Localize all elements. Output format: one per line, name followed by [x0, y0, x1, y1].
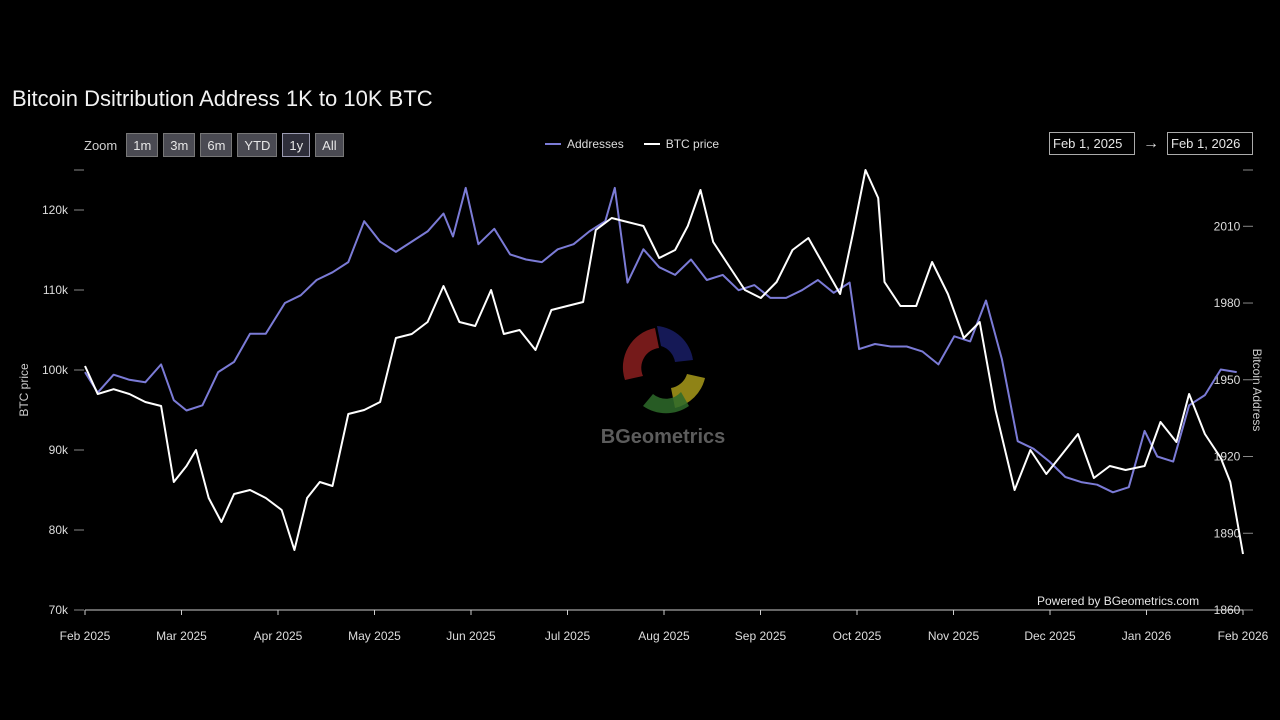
x-tick-label: May 2025 — [348, 629, 401, 643]
y-left-tick-label: 100k — [42, 363, 69, 377]
y-left-tick-label: 80k — [49, 523, 69, 537]
zoom-6m-button[interactable]: 6m — [200, 133, 233, 157]
range-arrow: → — [1143, 134, 1159, 152]
zoom-all-button[interactable]: All — [315, 133, 344, 157]
x-tick-label: Jan 2026 — [1122, 629, 1172, 643]
series-layer — [84, 169, 1244, 555]
legend-item-addresses[interactable]: Addresses — [545, 137, 624, 151]
date-range-selector: → — [1049, 132, 1253, 155]
y-axis-left: 70k 80k 90k 100k 110k 120k — [42, 169, 84, 617]
y-left-tick-label: 120k — [42, 203, 69, 217]
y-left-tick-label: 110k — [43, 283, 69, 297]
series-line-btc-price[interactable] — [84, 169, 1244, 555]
watermark-text: BGeometrics — [601, 426, 726, 448]
zoom-1m-button[interactable]: 1m — [126, 133, 159, 157]
y-right-tick-label: 1920 — [1214, 450, 1241, 464]
chart-title: Bitcoin Dsitribution Address 1K to 10K B… — [12, 86, 433, 111]
y-right-tick-label: 1950 — [1214, 373, 1241, 387]
legend-label-btc-price: BTC price — [665, 137, 720, 151]
range-to-input[interactable] — [1167, 132, 1253, 155]
watermark-logo: BGeometrics — [601, 326, 726, 448]
x-tick-label: Feb 2025 — [60, 629, 111, 643]
range-from-input[interactable] — [1049, 132, 1135, 155]
zoom-ytd-button[interactable]: YTD — [237, 133, 278, 157]
zoom-3m-button[interactable]: 3m — [163, 133, 196, 157]
y-right-tick-label: 1890 — [1214, 526, 1241, 540]
watermark-logo-blue-arc — [657, 326, 693, 362]
y-right-tick-label: 1980 — [1214, 296, 1241, 310]
zoom-1y-button[interactable]: 1y — [282, 133, 311, 157]
y-right-tick-label: 1860 — [1214, 603, 1241, 617]
x-tick-label: Aug 2025 — [638, 629, 690, 643]
y-axis-right-title: Bitcoin Address — [1250, 349, 1264, 432]
x-tick-label: Mar 2025 — [156, 629, 207, 643]
x-tick-label: Oct 2025 — [833, 629, 882, 643]
y-right-tick-label: 2010 — [1214, 219, 1241, 233]
x-axis-ticks: Feb 2025 Mar 2025 Apr 2025 May 2025 Jun 2025… — [60, 610, 1269, 643]
x-tick-label: Jun 2025 — [446, 629, 496, 643]
legend: Addresses BTC price — [545, 137, 719, 151]
powered-by-credit[interactable]: Powered by BGeometrics.com — [1037, 594, 1200, 608]
legend-swatch-addresses — [545, 143, 561, 145]
y-left-tick-label: 70k — [49, 603, 69, 617]
zoom-bar: Zoom 1m 3m 6m YTD 1y All — [84, 133, 344, 157]
x-tick-label: Nov 2025 — [928, 629, 980, 643]
legend-label-addresses: Addresses — [567, 137, 624, 151]
zoom-label: Zoom — [84, 137, 118, 153]
y-axis-right: 1860 1890 1920 1950 1980 2010 — [1214, 169, 1253, 617]
legend-item-btc-price[interactable]: BTC price — [643, 137, 720, 151]
legend-swatch-btc-price — [643, 143, 660, 145]
x-tick-label: Jul 2025 — [545, 629, 591, 643]
x-tick-label: Feb 2026 — [1218, 629, 1269, 643]
y-axis-left-title: BTC price — [17, 363, 31, 417]
watermark-logo-green-arc — [643, 392, 689, 414]
x-tick-label: Dec 2025 — [1024, 629, 1076, 643]
watermark-logo-red-arc — [622, 328, 659, 380]
x-tick-label: Apr 2025 — [254, 629, 303, 643]
series-line-addresses[interactable] — [84, 186, 1237, 494]
y-left-tick-label: 90k — [49, 443, 69, 457]
x-tick-label: Sep 2025 — [735, 629, 787, 643]
